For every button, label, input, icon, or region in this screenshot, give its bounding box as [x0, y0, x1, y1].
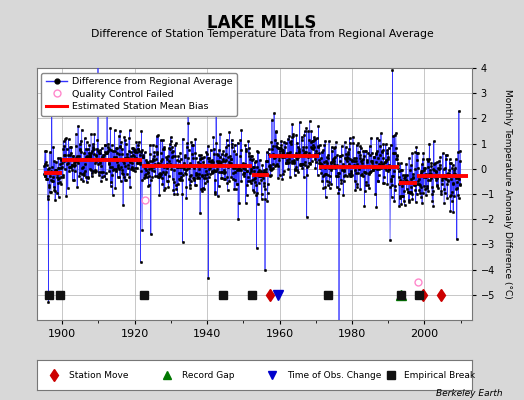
Text: Empirical Break: Empirical Break — [404, 370, 475, 380]
Text: Berkeley Earth: Berkeley Earth — [436, 389, 503, 398]
Text: Record Gap: Record Gap — [182, 370, 235, 380]
Text: Station Move: Station Move — [69, 370, 129, 380]
Text: LAKE MILLS: LAKE MILLS — [208, 14, 316, 32]
Text: Difference of Station Temperature Data from Regional Average: Difference of Station Temperature Data f… — [91, 29, 433, 39]
Text: Time of Obs. Change: Time of Obs. Change — [287, 370, 381, 380]
Legend: Difference from Regional Average, Quality Control Failed, Estimated Station Mean: Difference from Regional Average, Qualit… — [41, 73, 237, 116]
Y-axis label: Monthly Temperature Anomaly Difference (°C): Monthly Temperature Anomaly Difference (… — [504, 89, 512, 299]
